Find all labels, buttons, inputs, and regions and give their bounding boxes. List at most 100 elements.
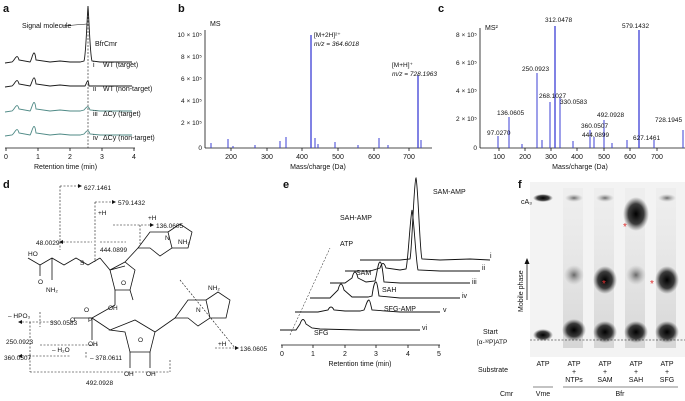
x-ticks	[230, 148, 410, 151]
x-tick-labels: 200 300 400 500 600 700	[225, 154, 415, 161]
svg-text:579.1432: 579.1432	[118, 200, 145, 207]
svg-text:iii: iii	[472, 279, 477, 286]
svg-text:627.1461: 627.1461	[84, 185, 111, 192]
svg-text:5: 5	[437, 351, 441, 358]
svg-text:OH: OH	[88, 341, 98, 348]
peak-labels: 97.0270 136.0605 250.0923 268.1027 312.0…	[487, 17, 682, 142]
svg-text:0: 0	[280, 351, 284, 358]
svg-text:700: 700	[651, 154, 663, 161]
svg-text:250.0923: 250.0923	[6, 339, 33, 346]
svg-text:v: v	[443, 307, 447, 314]
trace-romans: i ii iii iv v vi	[422, 253, 492, 332]
panel-b: b MS 10 × 10⁵ 8 × 10⁵ 6 × 10⁵ 4 × 10⁵ 2 …	[177, 3, 437, 171]
signal-molecule-annotation: Signal molecule	[22, 23, 72, 30]
trace-i-roman: i	[93, 62, 95, 69]
svg-text:492.0928: 492.0928	[597, 112, 624, 119]
panel-a-label: a	[3, 3, 10, 15]
panel-c: c MS² 8 × 10⁵ 6 × 10⁵ 4 × 10⁵ 2 × 10⁵ 0	[438, 3, 685, 171]
svg-text:+H: +H	[218, 341, 227, 348]
svg-text:268.1027: 268.1027	[539, 93, 566, 100]
svg-text:627.1461: 627.1461	[633, 135, 660, 142]
x-axis-label: Mass/charge (Da)	[290, 164, 346, 171]
svg-text:SAH-AMP: SAH-AMP	[340, 215, 372, 222]
svg-text:O: O	[121, 280, 126, 287]
svg-text:O: O	[138, 337, 143, 344]
trace-iii-roman: iii	[93, 111, 98, 118]
panel-d-label: d	[3, 179, 10, 191]
panel-a: a Signal molecule BfrCmr i WT (target) i…	[3, 3, 155, 171]
svg-text:136.0605: 136.0605	[240, 346, 267, 353]
x-tick-labels: 0 1 2 3 4 5	[280, 351, 441, 358]
svg-text:O: O	[70, 317, 75, 324]
x-axis-label: Retention time (min)	[328, 361, 391, 368]
svg-text:312.0478: 312.0478	[545, 17, 572, 24]
cA3-label: cA₃	[521, 199, 532, 206]
svg-text:SFG-AMP: SFG-AMP	[384, 306, 416, 313]
x-ticks	[281, 345, 440, 348]
svg-text:2 × 10⁵: 2 × 10⁵	[456, 116, 477, 123]
svg-text:400: 400	[296, 154, 308, 161]
x-tick-4: 4	[132, 154, 136, 161]
diagonal-guide	[289, 247, 331, 336]
svg-text:300: 300	[545, 154, 557, 161]
svg-text:492.0928: 492.0928	[86, 380, 113, 387]
svg-text:+: +	[572, 369, 576, 376]
svg-text:330.0583: 330.0583	[560, 99, 587, 106]
svg-text:NH₂: NH₂	[208, 285, 220, 292]
svg-text:SAH: SAH	[629, 377, 643, 384]
trace-ii-name: WT (non-target)	[103, 86, 152, 93]
svg-text:360.0507: 360.0507	[581, 123, 608, 130]
panel-b-label: b	[178, 3, 185, 15]
star-sam: *	[623, 222, 627, 233]
svg-text:OH: OH	[146, 371, 156, 378]
svg-text:3: 3	[374, 351, 378, 358]
svg-text:N: N	[165, 235, 170, 242]
x-axis-label: Retention time (min)	[34, 164, 97, 171]
svg-text:ATP: ATP	[598, 361, 611, 368]
svg-text:600: 600	[368, 154, 380, 161]
panel-e-label: e	[283, 179, 289, 191]
trace-iv-roman: iv	[93, 135, 99, 142]
hplc-traces	[280, 177, 491, 331]
peak1-label: [M+2H]²⁺	[314, 32, 341, 39]
mobile-phase-label: Mobile phase	[518, 270, 525, 312]
cmr-bfr: Bfr	[616, 391, 626, 398]
peak2-label: [M+H]⁺	[392, 62, 414, 69]
svg-text:6 × 10⁵: 6 × 10⁵	[456, 60, 477, 67]
svg-text:4: 4	[406, 351, 410, 358]
svg-text:400: 400	[571, 154, 583, 161]
svg-text:200: 200	[225, 154, 237, 161]
svg-text:500: 500	[332, 154, 344, 161]
x-tick-0: 0	[4, 154, 8, 161]
fragment-arrows	[22, 185, 236, 373]
x-axis-label: Mass/charge (Da)	[552, 164, 608, 171]
svg-text:136.0605: 136.0605	[156, 223, 183, 230]
svg-text:360.0507: 360.0507	[4, 355, 31, 362]
compound-labels: SAM-AMP SAH-AMP ATP SAM SAH SFG-AMP SFG	[314, 189, 466, 337]
svg-text:300: 300	[261, 154, 273, 161]
cmr-row-label: Cmr	[500, 391, 514, 398]
lane-labels: ATP ATP ATP ATP ATP + + + + NTPs SAM SAH…	[536, 361, 674, 384]
panel-c-title: MS²	[485, 25, 499, 32]
ms-peaks	[210, 35, 422, 148]
svg-text:ATP: ATP	[629, 361, 642, 368]
svg-text:SAM: SAM	[597, 377, 612, 384]
svg-text:600: 600	[624, 154, 636, 161]
x-tick-labels: 100 200 300 400 500 600 700	[493, 154, 663, 161]
svg-text:– H₂O: – H₂O	[52, 347, 70, 354]
panel-f: f * * * cA₃ Mo	[477, 179, 685, 398]
y-tick-4: 4 × 10⁵	[181, 98, 202, 105]
trace-iv-name: ΔCy (non-target)	[103, 135, 155, 142]
trace-ii-roman: ii	[93, 86, 97, 93]
svg-text:+: +	[665, 369, 669, 376]
arrow-head	[524, 258, 530, 264]
svg-text:+: +	[634, 369, 638, 376]
panel-f-label: f	[518, 179, 522, 191]
svg-text:HO: HO	[28, 251, 38, 258]
svg-text:SAM-AMP: SAM-AMP	[433, 189, 466, 196]
svg-text:+H: +H	[148, 215, 157, 222]
svg-text:P: P	[88, 317, 92, 324]
svg-text:NH₂: NH₂	[46, 287, 58, 294]
annotation-leader-line	[61, 23, 88, 27]
svg-text:NH₂: NH₂	[178, 239, 190, 246]
